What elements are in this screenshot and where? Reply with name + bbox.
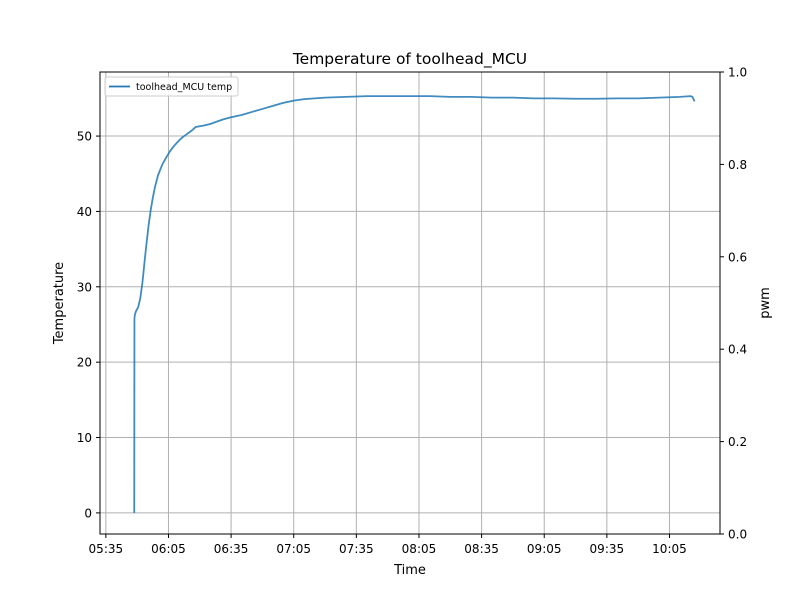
y2-tick-label: 0.8 <box>728 158 747 172</box>
y2-tick-label: 0.0 <box>728 528 747 542</box>
x-tick-label: 06:05 <box>151 542 186 556</box>
y2-tick-label: 0.2 <box>728 435 747 449</box>
legend-box <box>104 76 239 97</box>
y2-axis-label: pwm <box>758 287 773 319</box>
plot-frame <box>99 71 721 535</box>
y-axis-label: Temperature <box>52 262 67 345</box>
y-tick-label: 20 <box>77 356 92 370</box>
y2-tick-label: 0.4 <box>728 343 747 357</box>
legend: toolhead_MCU temp <box>104 76 239 97</box>
x-tick-label: 06:35 <box>214 542 249 556</box>
grid-layer <box>100 72 720 534</box>
x-tick-label: 09:35 <box>590 542 625 556</box>
x-tick-label: 08:35 <box>464 542 499 556</box>
chart-title: Temperature of toolhead_MCU <box>292 50 527 69</box>
y-tick-label: 30 <box>77 280 92 294</box>
y-tick-label: 50 <box>77 130 92 144</box>
y-axis-right: 0.0 0.2 0.4 0.6 0.8 1.0 <box>720 66 747 542</box>
y-tick-label: 0 <box>84 506 92 520</box>
x-tick-label: 07:35 <box>339 542 374 556</box>
y-tick-label: 40 <box>77 205 92 219</box>
series-line-toolhead-mcu-temp <box>133 95 696 513</box>
y2-tick-label: 1.0 <box>728 66 747 80</box>
series-layer <box>133 95 696 513</box>
y-tick-label: 10 <box>77 431 92 445</box>
y-axis-left: 0 10 20 30 40 50 <box>77 130 100 520</box>
x-axis-label: Time <box>393 563 426 578</box>
x-axis: 05:35 06:05 06:35 07:05 07:35 08:05 08:35 09:05… <box>89 534 687 556</box>
legend-label: toolhead_MCU temp <box>136 82 232 93</box>
x-tick-label: 08:05 <box>402 542 437 556</box>
y2-tick-label: 0.6 <box>728 250 747 264</box>
x-tick-label: 09:05 <box>527 542 562 556</box>
x-tick-label: 07:05 <box>276 542 311 556</box>
x-tick-label: 05:35 <box>89 542 124 556</box>
x-tick-label: 10:05 <box>652 542 687 556</box>
